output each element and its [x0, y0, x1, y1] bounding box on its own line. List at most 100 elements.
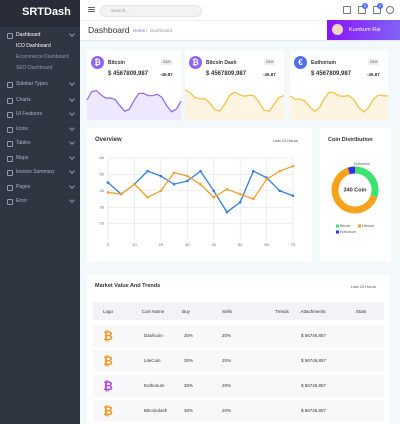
x-tick-label: 40	[211, 242, 216, 247]
overview-title: Overview	[95, 137, 122, 143]
data-point	[199, 169, 202, 173]
menu-item[interactable]: Dashboard	[16, 32, 41, 38]
coin-price: $ 4567809,987	[206, 71, 247, 77]
submenu-item[interactable]: ICO Dashboard	[16, 43, 51, 49]
menu-icon	[7, 112, 13, 118]
breadcrumb-current: Dashboard	[150, 28, 173, 33]
menu-toggle[interactable]	[88, 7, 95, 8]
coin-sparkline	[184, 89, 285, 120]
sparkline-area	[290, 92, 388, 120]
x-tick-label: 30	[185, 242, 190, 247]
data-point	[238, 192, 242, 196]
coin-change: -45.87	[160, 72, 173, 77]
menu-item[interactable]: Charts	[16, 97, 31, 103]
badge: 3	[362, 3, 368, 9]
coin-icon: ₿	[189, 56, 202, 69]
data-point	[146, 169, 149, 173]
data-point	[159, 174, 163, 178]
coin-icon: €	[294, 56, 307, 69]
attachments: $ 56746,857	[301, 333, 327, 338]
sparkline-line	[86, 89, 182, 113]
search-box[interactable]: Search...	[100, 5, 202, 17]
overview-card	[87, 128, 312, 262]
data-point	[212, 189, 216, 193]
data-point	[199, 182, 202, 186]
header-icon[interactable]	[343, 6, 351, 14]
search-placeholder: Search...	[111, 8, 130, 13]
x-tick-label: 0	[107, 242, 110, 247]
overview-period[interactable]: Last 24 Hours	[273, 138, 298, 143]
column-header: Coin Name	[141, 309, 165, 314]
page-title: Dashboard	[88, 25, 130, 35]
data-point	[212, 196, 216, 199]
data-point	[278, 169, 282, 173]
x-tick-label: 70	[291, 242, 296, 247]
coin-price: $ 4567809,987	[108, 71, 149, 77]
table-row	[93, 400, 384, 422]
menu-icon	[7, 98, 13, 104]
logo: SRTDash	[22, 6, 71, 18]
data-point	[106, 191, 110, 194]
attachments: $ 56746,857	[301, 383, 327, 388]
coin-name: Euthorium	[311, 60, 336, 66]
coin-name: Euthorium	[144, 383, 165, 388]
donut-slice	[347, 166, 356, 175]
menu-item[interactable]: Maps	[16, 155, 29, 161]
menu-item[interactable]: Invoice Summary	[16, 169, 55, 175]
data-point	[291, 164, 295, 168]
sell-value: 20%	[222, 408, 232, 413]
column-header: Logo	[102, 309, 114, 314]
menu-icon	[7, 199, 13, 205]
sidebar	[0, 0, 80, 424]
menu-icon	[7, 82, 13, 88]
user-button[interactable]: Kumkum Rai	[327, 20, 400, 40]
coin-change: -45.87	[263, 72, 276, 77]
donut-slice	[331, 167, 378, 214]
menu-item[interactable]: UI Features	[16, 111, 43, 117]
sparkline-area	[185, 89, 284, 120]
market-card	[87, 275, 390, 424]
table-row	[93, 325, 384, 347]
coin-change: -45.87	[367, 72, 380, 77]
data-point	[225, 187, 229, 191]
x-tick-label: 20	[159, 242, 164, 247]
submenu-item[interactable]: Ecommerce Dashboard	[16, 54, 69, 60]
breadcrumb-home[interactable]: Home	[133, 28, 146, 33]
menu-item[interactable]: Error	[16, 198, 28, 204]
data-point	[185, 174, 189, 178]
attachments: $ 56746,857	[301, 358, 327, 363]
market-period[interactable]: Last 24 Hours	[351, 284, 376, 289]
menu-icon	[7, 170, 13, 176]
menu-item[interactable]: Sidebar Types	[16, 81, 48, 87]
data-point	[133, 182, 136, 186]
avatar	[332, 24, 343, 35]
title-bar	[80, 21, 400, 41]
coin-sparkline	[289, 91, 389, 120]
buy-value: 30%	[184, 383, 194, 388]
menu-item[interactable]: Tables	[16, 140, 31, 146]
menu-item[interactable]: Icons	[16, 126, 28, 132]
submenu-item[interactable]: SEO Dashboard	[16, 65, 53, 71]
column-header: Buy	[182, 309, 190, 314]
y-tick-label: 20	[100, 221, 105, 226]
y-tick-label: 60	[100, 155, 105, 160]
y-tick-label: 40	[100, 188, 105, 193]
legend-swatch	[358, 224, 361, 228]
menu-icon	[7, 127, 13, 133]
user-name: Kumkum Rai	[349, 27, 381, 33]
period-badge: 24H	[161, 59, 173, 65]
header-icon[interactable]	[386, 6, 394, 14]
coin-card: ₿ Bitcoin 24H $ 4567809,987 -45.87	[87, 50, 181, 120]
legend-swatch	[336, 224, 339, 228]
coin-icon: ₿	[91, 56, 104, 69]
data-point	[291, 194, 295, 198]
table-row	[93, 375, 384, 397]
menu-item[interactable]: Pages	[16, 184, 31, 190]
menu-icon	[7, 141, 13, 147]
coin-sparkline	[86, 89, 182, 120]
logo-area	[0, 0, 80, 27]
row-icon: ₿	[103, 404, 113, 418]
coin-name: Bitcoin	[108, 60, 125, 66]
data-point	[238, 200, 242, 204]
coin-name: Dashcoin	[144, 333, 163, 338]
